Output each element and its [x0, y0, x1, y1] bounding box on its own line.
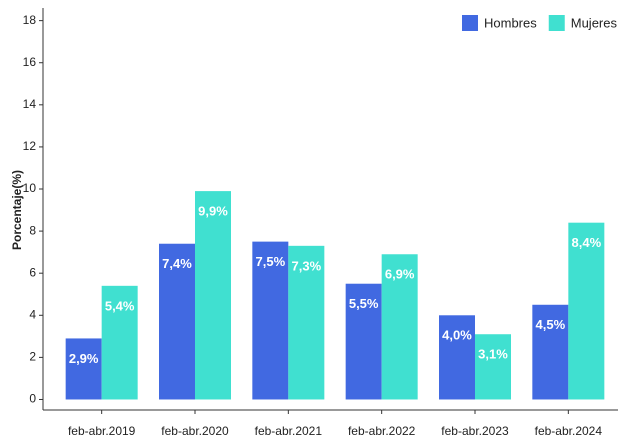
x-tick-label: feb-abr.2020 — [161, 424, 229, 438]
value-label: 5,5% — [349, 296, 379, 311]
y-tick-label: 2 — [29, 350, 36, 364]
legend-label: Hombres — [484, 15, 537, 30]
x-tick-label: feb-abr.2024 — [535, 424, 603, 438]
y-tick-label: 12 — [23, 139, 37, 153]
x-tick-label: feb-abr.2021 — [255, 424, 323, 438]
y-tick-label: 6 — [29, 265, 36, 279]
bar — [65, 338, 102, 400]
y-tick-label: 16 — [23, 55, 37, 69]
bar — [439, 315, 475, 400]
value-label: 3,1% — [478, 347, 508, 362]
value-label: 4,5% — [536, 317, 566, 332]
bar — [252, 241, 289, 400]
y-tick-label: 14 — [23, 97, 37, 111]
y-tick-label: 18 — [23, 13, 37, 27]
x-tick-label: feb-abr.2019 — [68, 424, 136, 438]
value-label: 6,9% — [385, 267, 415, 282]
legend-swatch — [548, 15, 565, 31]
y-tick-label: 0 — [29, 392, 36, 406]
value-label: 2,9% — [69, 351, 99, 366]
bar — [288, 245, 325, 400]
bar — [195, 191, 231, 400]
y-tick-label: 10 — [23, 181, 37, 195]
bar — [345, 283, 382, 400]
bar — [568, 222, 605, 400]
y-axis-label: Porcentaje(%) — [10, 170, 24, 250]
value-label: 7,4% — [162, 256, 192, 271]
value-label: 7,5% — [256, 254, 286, 269]
x-tick-label: feb-abr.2023 — [441, 424, 509, 438]
bar — [532, 304, 569, 400]
legend-label: Mujeres — [571, 15, 618, 30]
bar — [475, 334, 511, 400]
y-tick-label: 8 — [29, 223, 36, 237]
bar — [159, 243, 195, 400]
legend-swatch — [462, 15, 478, 31]
value-label: 7,3% — [292, 258, 322, 273]
value-label: 5,4% — [105, 298, 135, 313]
x-tick-label: feb-abr.2022 — [348, 424, 416, 438]
bar — [101, 285, 138, 400]
value-label: 9,9% — [198, 204, 228, 219]
y-tick-label: 4 — [29, 307, 36, 321]
bar — [381, 254, 418, 400]
value-label: 4,0% — [442, 328, 472, 343]
value-label: 8,4% — [572, 235, 602, 250]
